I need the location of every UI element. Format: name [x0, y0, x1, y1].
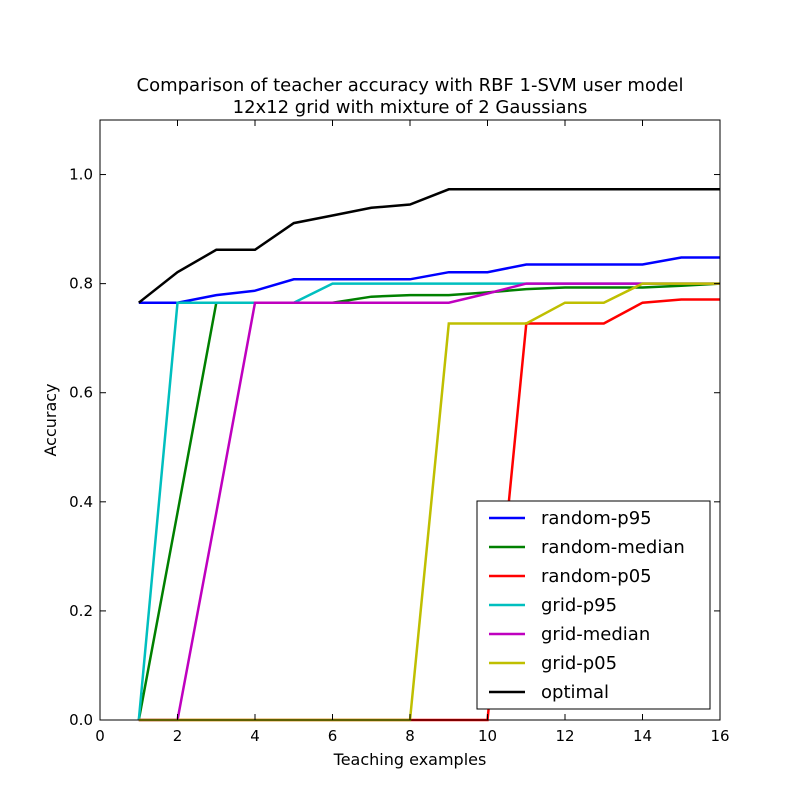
series-line-random-p95 [138, 256, 720, 304]
y-tick-label: 1.0 [69, 166, 93, 184]
legend-label: optimal [541, 682, 609, 703]
y-axis-label: Accuracy [41, 383, 60, 456]
y-tick-label: 0.0 [69, 711, 93, 729]
legend-label: random-p05 [541, 566, 652, 587]
legend-label: random-median [541, 537, 685, 558]
legend-label: grid-p05 [541, 653, 617, 674]
chart-subtitle: 12x12 grid with mixture of 2 Gaussians [233, 97, 588, 118]
x-axis-ticks: 0 2 4 6 8 10 12 14 16 [95, 120, 730, 745]
x-tick-label: 2 [173, 727, 183, 745]
x-tick-label: 6 [328, 727, 338, 745]
x-tick-label: 0 [95, 727, 105, 745]
x-tick-label: 10 [478, 727, 497, 745]
x-tick-label: 4 [250, 727, 260, 745]
y-tick-label: 0.8 [69, 275, 93, 293]
chart-title: Comparison of teacher accuracy with RBF … [137, 75, 684, 96]
legend-label: grid-median [541, 624, 650, 645]
series-line-grid-median [138, 282, 720, 722]
y-tick-label: 0.2 [69, 602, 93, 620]
x-axis-label: Teaching examples [333, 750, 487, 769]
y-axis-ticks: 0.0 0.2 0.4 0.6 0.8 1.0 [69, 166, 720, 729]
legend-label: grid-p95 [541, 595, 617, 616]
series-line-optimal [138, 188, 720, 304]
x-tick-label: 16 [710, 727, 729, 745]
y-tick-label: 0.4 [69, 493, 93, 511]
legend: random-p95 random-median random-p05 grid-p9… [476, 500, 711, 710]
y-tick-label: 0.6 [69, 384, 93, 402]
x-tick-label: 12 [555, 727, 574, 745]
legend-label: random-p95 [541, 508, 652, 529]
x-tick-label: 14 [633, 727, 652, 745]
x-tick-label: 8 [405, 727, 415, 745]
